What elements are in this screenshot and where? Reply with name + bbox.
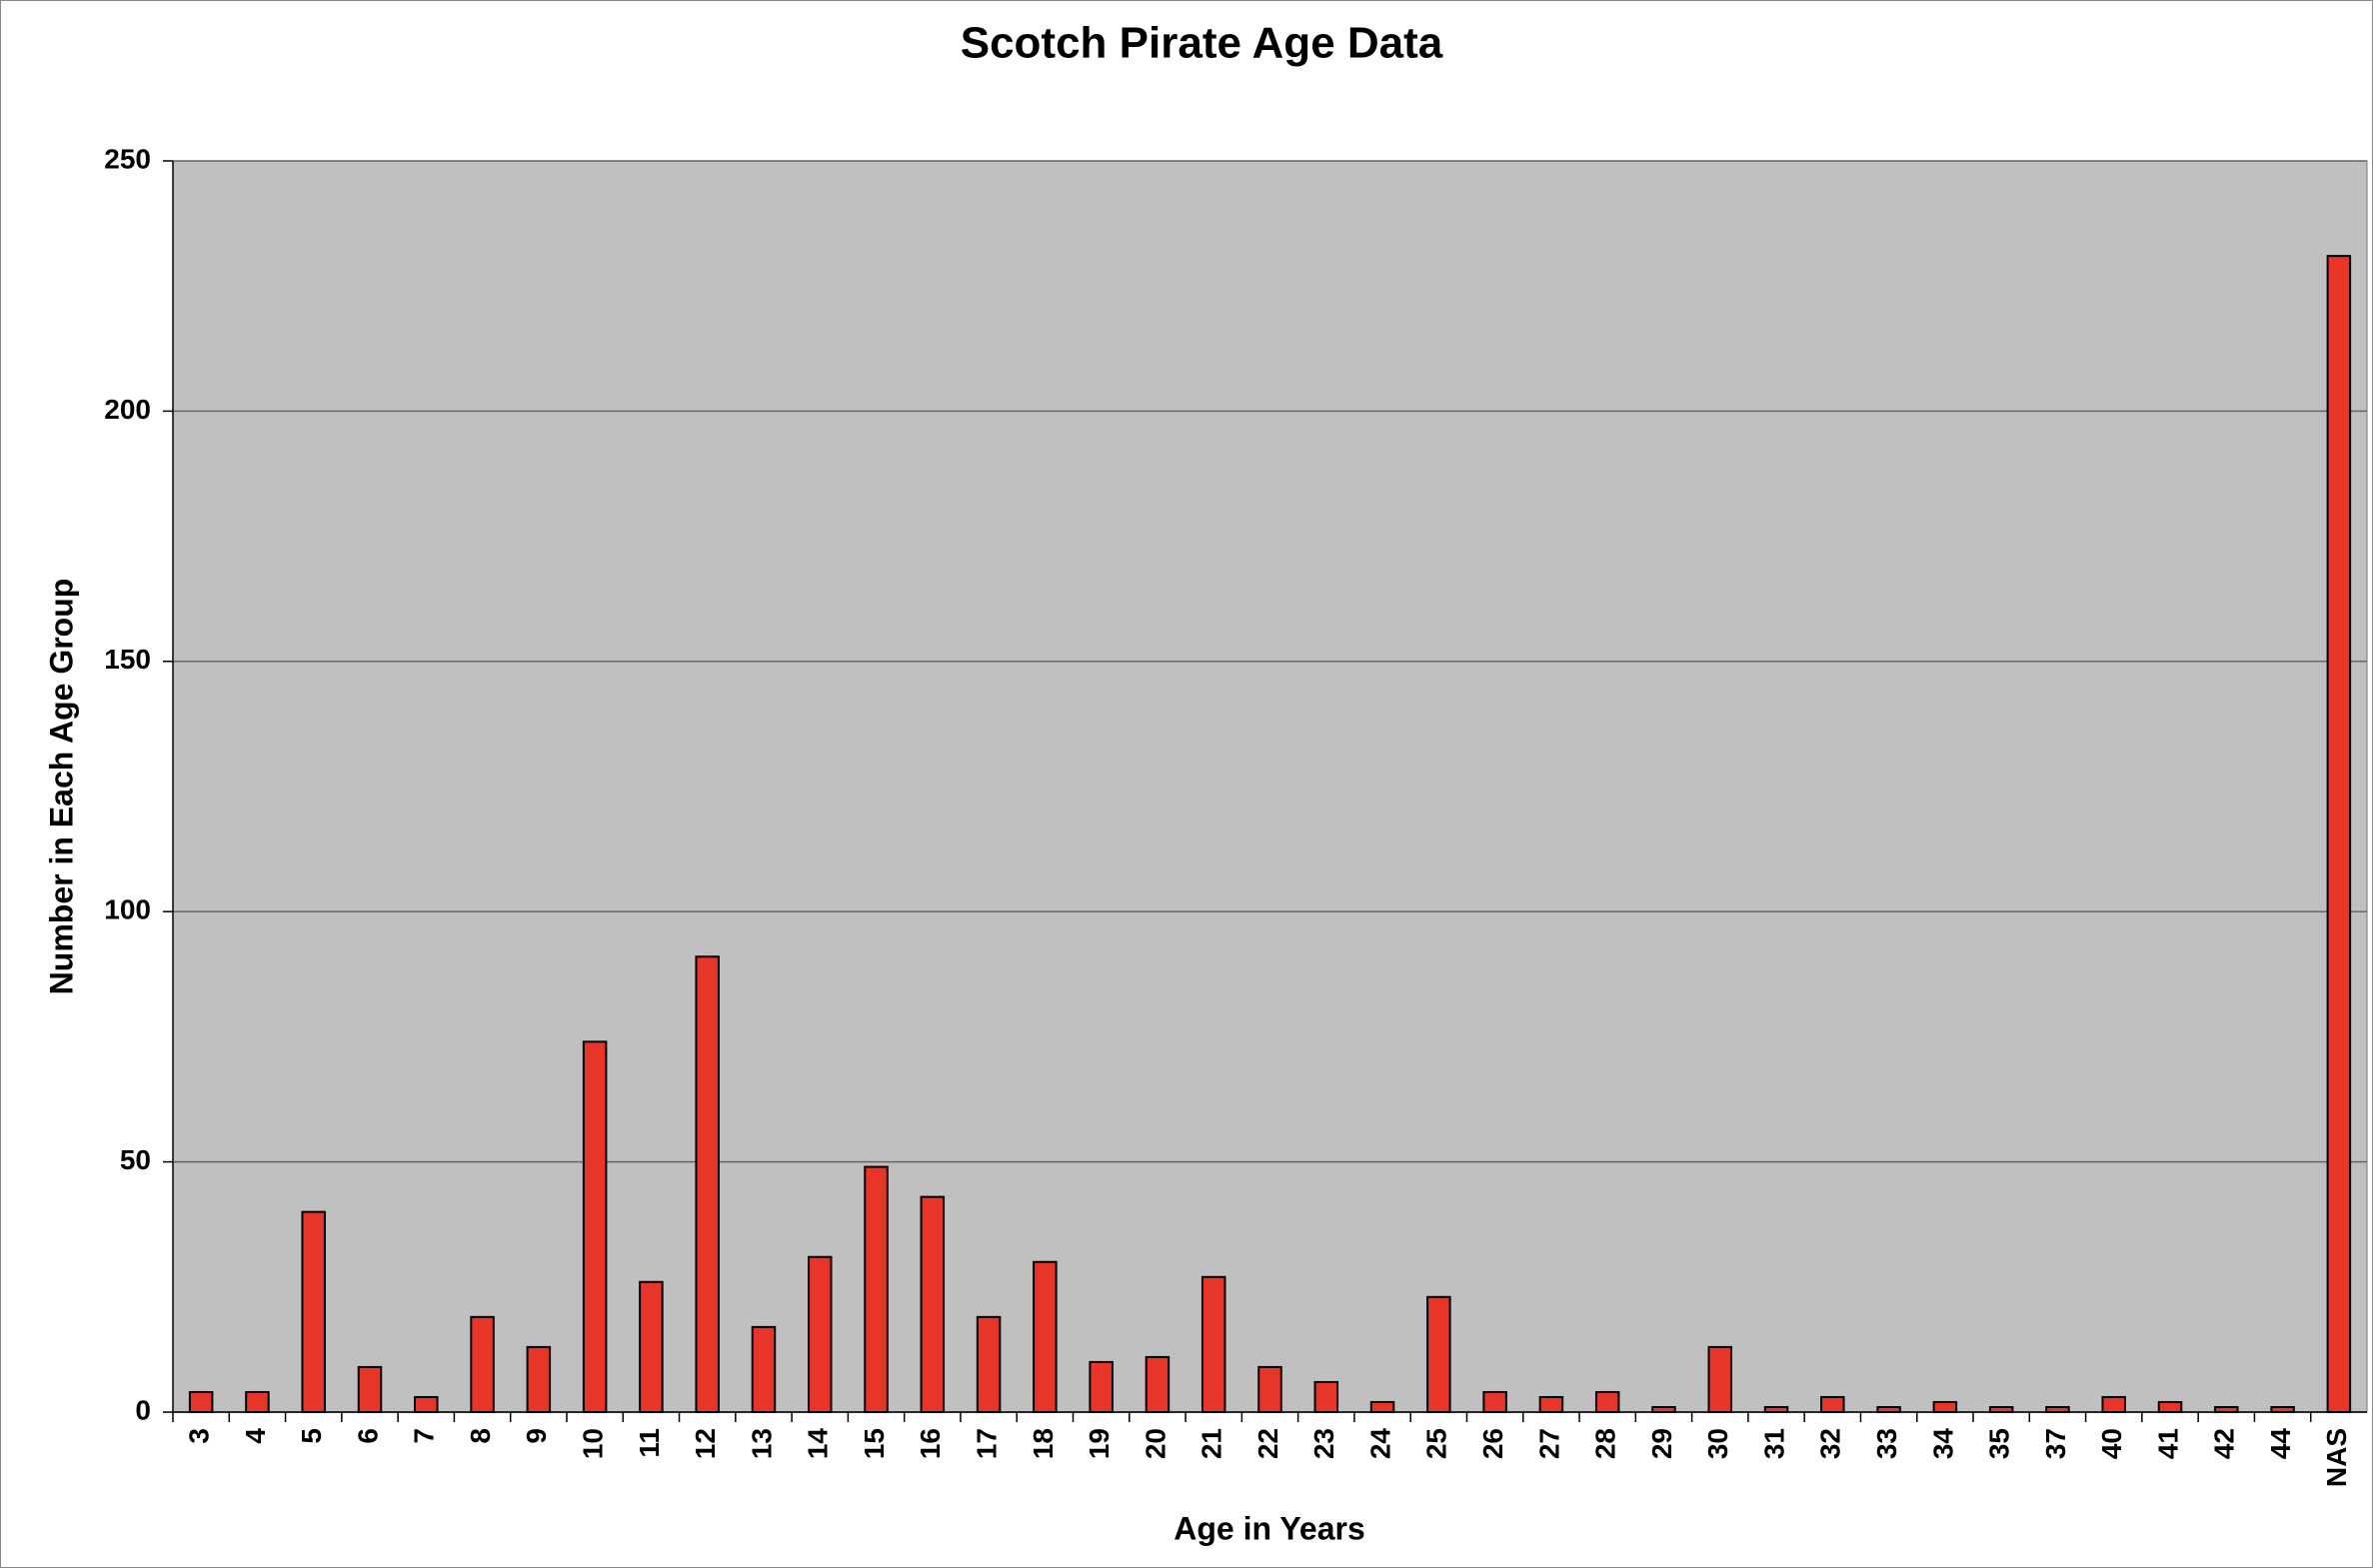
bar	[301, 1210, 326, 1414]
x-tick-label: 4	[240, 1428, 271, 1444]
plot-area	[172, 160, 2368, 1413]
bar	[2214, 1405, 2239, 1413]
bar	[188, 1390, 214, 1414]
x-tick-label: 22	[1252, 1428, 1283, 1459]
x-tick-label: 13	[746, 1428, 777, 1459]
chart-title: Scotch Pirate Age Data	[961, 19, 1443, 68]
x-tick-label: 3	[184, 1428, 215, 1444]
bar	[1200, 1275, 1226, 1414]
bar	[1594, 1390, 1620, 1414]
x-tick-label: 12	[690, 1428, 721, 1459]
x-tick-label: 18	[1028, 1428, 1059, 1459]
bar	[1876, 1405, 1901, 1413]
y-tick-label: 100	[104, 894, 151, 925]
y-tick-label: 150	[104, 644, 151, 675]
bar	[1257, 1365, 1282, 1413]
x-tick-label: 37	[2040, 1428, 2071, 1459]
x-tick-label: 41	[2152, 1428, 2183, 1459]
bar	[920, 1195, 946, 1413]
bar	[1763, 1405, 1789, 1413]
x-tick-label: 29	[1646, 1428, 1677, 1459]
x-tick-label: 30	[1702, 1428, 1733, 1459]
x-tick-label: 31	[1758, 1428, 1789, 1459]
y-tick-label: 0	[135, 1394, 151, 1425]
x-tick-label: 19	[1084, 1428, 1115, 1459]
x-tick-label: NAS	[2321, 1428, 2352, 1487]
bar	[470, 1315, 495, 1414]
x-tick-label: 23	[1308, 1428, 1339, 1459]
y-tick-label: 50	[120, 1144, 151, 1175]
x-tick-label: 20	[1140, 1428, 1171, 1459]
bar	[864, 1165, 889, 1414]
x-tick-label: 5	[296, 1428, 327, 1444]
x-tick-label: 7	[409, 1428, 440, 1444]
x-tick-label: 16	[915, 1428, 946, 1459]
x-tick-label: 21	[1196, 1428, 1227, 1459]
bar	[1932, 1400, 1958, 1414]
x-tick-label: 34	[1927, 1428, 1958, 1460]
bar	[751, 1325, 777, 1414]
y-tick-label: 250	[104, 143, 151, 174]
bar	[357, 1365, 383, 1413]
x-tick-label: 40	[2096, 1428, 2127, 1459]
bar	[1313, 1380, 1339, 1414]
bar	[695, 955, 720, 1413]
bar	[2326, 255, 2352, 1414]
x-tick-label: 11	[634, 1428, 665, 1458]
bar	[1369, 1400, 1395, 1414]
bar	[976, 1315, 1002, 1414]
bar	[1988, 1405, 2014, 1413]
bar	[245, 1390, 270, 1414]
bar	[2101, 1395, 2126, 1413]
bar	[2270, 1405, 2295, 1413]
bar	[1651, 1405, 1676, 1413]
bar	[1820, 1395, 1845, 1413]
x-tick-label: 6	[352, 1428, 383, 1444]
bar	[1538, 1395, 1564, 1413]
bar	[2157, 1400, 2183, 1414]
bar	[1482, 1390, 1507, 1414]
bar	[1145, 1355, 1171, 1413]
x-tick-label: 17	[971, 1428, 1002, 1459]
bar	[807, 1255, 833, 1413]
bar	[1089, 1360, 1114, 1414]
bar	[1426, 1295, 1451, 1414]
x-tick-label: 28	[1590, 1428, 1621, 1459]
y-tick-label: 200	[104, 394, 151, 425]
x-tick-label: 42	[2209, 1428, 2240, 1459]
bar	[2045, 1405, 2070, 1413]
x-tick-label: 27	[1533, 1428, 1564, 1459]
x-tick-label: 26	[1477, 1428, 1508, 1459]
y-axis-label: Number in Each Age Group	[43, 579, 79, 995]
bar	[582, 1040, 608, 1413]
bar	[639, 1280, 664, 1413]
x-tick-label: 25	[1421, 1428, 1452, 1459]
x-tick-label: 9	[521, 1428, 552, 1444]
x-tick-label: 35	[1984, 1428, 2015, 1459]
x-axis-label: Age in Years	[1174, 1510, 1365, 1546]
bar	[1707, 1345, 1733, 1413]
x-tick-label: 10	[578, 1428, 609, 1459]
bar	[526, 1345, 552, 1413]
x-tick-label: 32	[1815, 1428, 1846, 1459]
x-tick-label: 15	[859, 1428, 890, 1459]
x-tick-label: 33	[1871, 1428, 1902, 1459]
x-tick-label: 24	[1364, 1428, 1395, 1460]
x-tick-label: 8	[465, 1428, 496, 1444]
x-tick-label: 14	[803, 1428, 834, 1460]
bar	[414, 1395, 439, 1413]
bar	[1033, 1260, 1058, 1414]
x-tick-label: 44	[2265, 1428, 2296, 1460]
